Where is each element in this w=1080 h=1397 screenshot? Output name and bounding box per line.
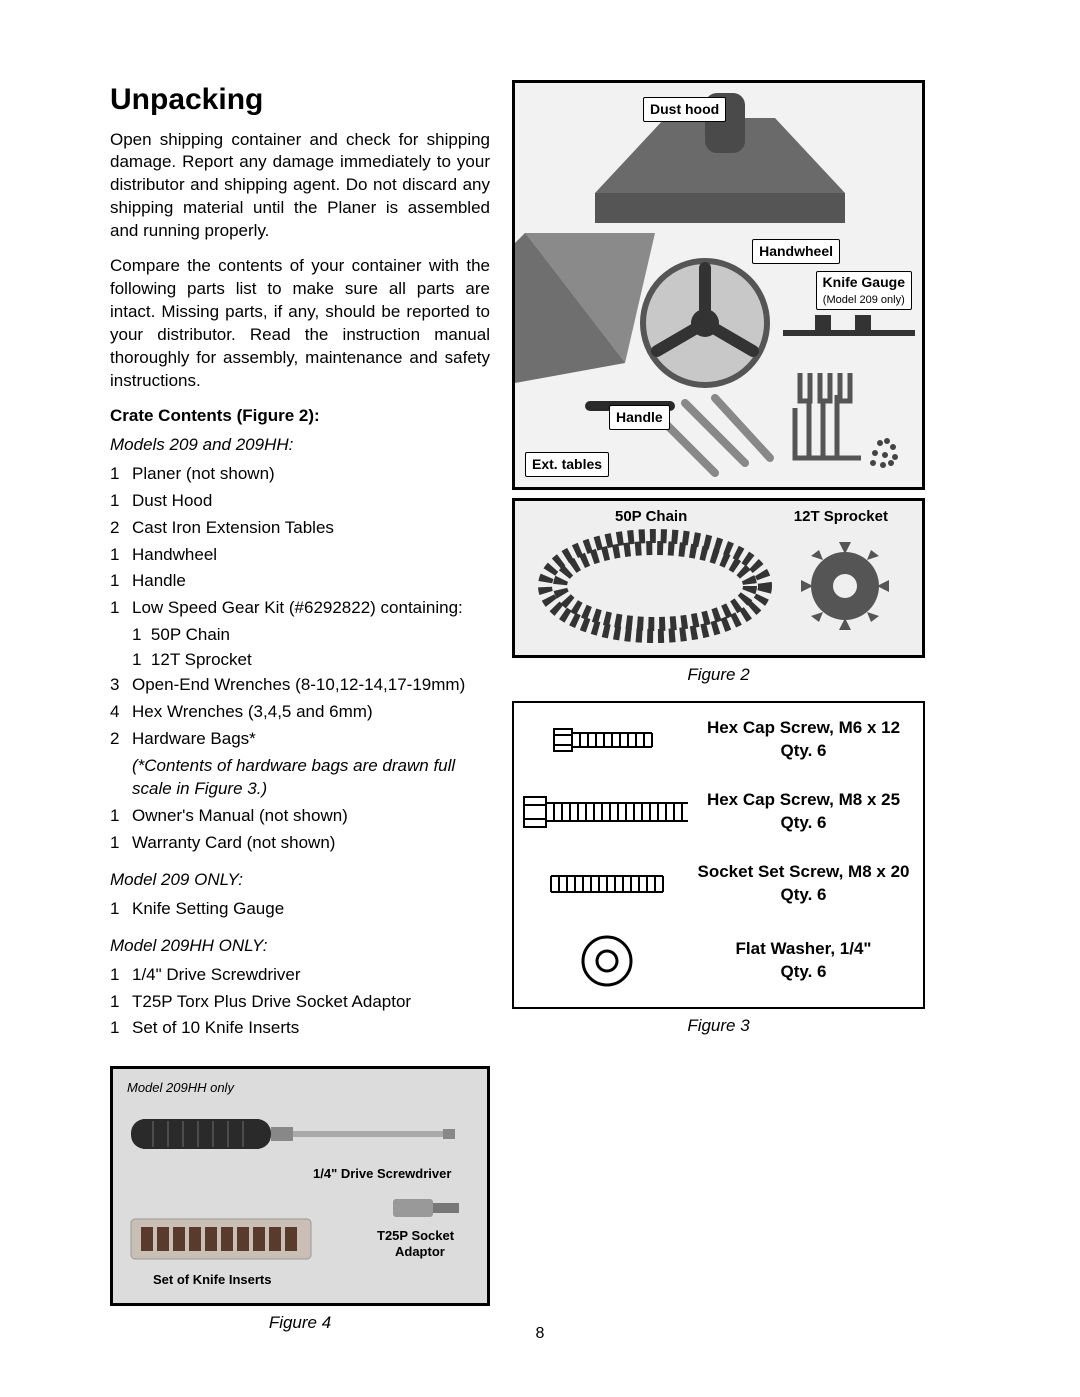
sub-item: 50P Chain (151, 625, 230, 644)
qty: 1 (110, 898, 132, 921)
figure-2-caption: Figure 2 (512, 664, 925, 687)
item: Open-End Wrenches (8-10,12-14,17-19mm) (132, 674, 490, 697)
fig4-inserts-label: Set of Knife Inserts (153, 1271, 271, 1289)
item: Handwheel (132, 544, 490, 567)
item: 1/4" Drive Screwdriver (132, 964, 490, 987)
qty: 1 (110, 490, 132, 513)
hardware-name: Flat Washer, 1/4" (736, 939, 872, 958)
figure-4-box: Model 209HH only 1/4" Drive Screwdriver … (110, 1066, 490, 1306)
intro-paragraph-2: Compare the contents of your container w… (110, 255, 490, 393)
fig2-dust-hood-label: Dust hood (643, 97, 726, 122)
intro-paragraph-1: Open shipping container and check for sh… (110, 129, 490, 244)
fig4-adaptor-label-2: Adaptor (395, 1243, 445, 1261)
item: Hardware Bags* (132, 728, 490, 751)
model-209-only-label: Model 209 ONLY: (110, 869, 490, 892)
page-number: 8 (0, 1323, 1080, 1345)
qty: 3 (110, 674, 132, 697)
qty: 1 (110, 544, 132, 567)
qty: 1 (110, 597, 132, 620)
qty: 1 (110, 463, 132, 486)
item: Hex Wrenches (3,4,5 and 6mm) (132, 701, 490, 724)
qty: 1 (110, 570, 132, 593)
qty: 1 (110, 991, 132, 1014)
knife-gauge-line2: (Model 209 only) (823, 294, 905, 306)
fig4-adaptor-label-1: T25P Socket (377, 1227, 454, 1245)
hardware-row: Hex Cap Screw, M6 x 12 Qty. 6 (522, 717, 915, 763)
hardware-name: Hex Cap Screw, M6 x 12 (707, 718, 900, 737)
right-column: Dust hood Handwheel Knife Gauge (Model 2… (512, 80, 925, 1349)
fig2-handle-label: Handle (609, 405, 670, 430)
hardware-note: (*Contents of hardware bags are drawn fu… (132, 755, 490, 801)
models-both-label: Models 209 and 209HH: (110, 434, 490, 457)
item: Dust Hood (132, 490, 490, 513)
fig2-chain-label: 50P Chain (615, 507, 687, 527)
item: Set of 10 Knife Inserts (132, 1017, 490, 1040)
fig4-title: Model 209HH only (127, 1079, 234, 1097)
fig2-knife-gauge-label: Knife Gauge (Model 209 only) (816, 271, 912, 310)
hardware-qty: Qty. 6 (781, 885, 827, 904)
qty: 1 (110, 805, 132, 828)
qty: 1 (110, 1017, 132, 1040)
sub-qty: 1 (132, 650, 141, 669)
fig2-sprocket-label: 12T Sprocket (794, 507, 888, 527)
qty: 1 (110, 964, 132, 987)
figure-3-caption: Figure 3 (512, 1015, 925, 1038)
figure-4-illustration (113, 1069, 487, 1303)
set-screw-icon (522, 870, 692, 898)
washer-icon (522, 933, 692, 989)
item: Handle (132, 570, 490, 593)
qty: 2 (110, 728, 132, 751)
list-209: 1Knife Setting Gauge (110, 898, 490, 921)
left-column: Unpacking Open shipping container and ch… (110, 80, 490, 1349)
hardware-name: Socket Set Screw, M8 x 20 (698, 862, 910, 881)
hardware-row: Socket Set Screw, M8 x 20 Qty. 6 (522, 861, 915, 907)
sub-item: 12T Sprocket (151, 650, 252, 669)
list-both-1: 1Planer (not shown) 1Dust Hood 2Cast Iro… (110, 463, 490, 855)
item: Planer (not shown) (132, 463, 490, 486)
knife-gauge-line1: Knife Gauge (823, 274, 905, 290)
model-209hh-only-label: Model 209HH ONLY: (110, 935, 490, 958)
qty: 1 (110, 832, 132, 855)
figure-3-box: Hex Cap Screw, M6 x 12 Qty. 6 (512, 701, 925, 1009)
crate-contents-heading: Crate Contents (Figure 2): (110, 405, 490, 428)
item: Knife Setting Gauge (132, 898, 490, 921)
hardware-row: Flat Washer, 1/4" Qty. 6 (522, 933, 915, 989)
item: Owner's Manual (not shown) (132, 805, 490, 828)
hardware-row: Hex Cap Screw, M8 x 25 Qty. 6 (522, 789, 915, 835)
fig2-handwheel-label: Handwheel (752, 239, 840, 264)
hardware-name: Hex Cap Screw, M8 x 25 (707, 790, 900, 809)
item: Warranty Card (not shown) (132, 832, 490, 855)
figure-2-bottom: 50P Chain 12T Sprocket (512, 498, 925, 658)
item: T25P Torx Plus Drive Socket Adaptor (132, 991, 490, 1014)
hardware-qty: Qty. 6 (781, 741, 827, 760)
fig2-ext-tables-label: Ext. tables (525, 452, 609, 477)
hex-screw-large-icon (522, 791, 692, 833)
qty: 4 (110, 701, 132, 724)
sub-qty: 1 (132, 625, 141, 644)
figure-2-top: Dust hood Handwheel Knife Gauge (Model 2… (512, 80, 925, 490)
page-title: Unpacking (110, 80, 490, 121)
hex-screw-small-icon (522, 721, 692, 759)
item: Low Speed Gear Kit (#6292822) containing… (132, 597, 490, 620)
fig4-screwdriver-label: 1/4" Drive Screwdriver (313, 1165, 451, 1183)
list-209hh: 11/4" Drive Screwdriver 1T25P Torx Plus … (110, 964, 490, 1041)
item: Cast Iron Extension Tables (132, 517, 490, 540)
qty: 2 (110, 517, 132, 540)
hardware-qty: Qty. 6 (781, 813, 827, 832)
hardware-qty: Qty. 6 (781, 962, 827, 981)
